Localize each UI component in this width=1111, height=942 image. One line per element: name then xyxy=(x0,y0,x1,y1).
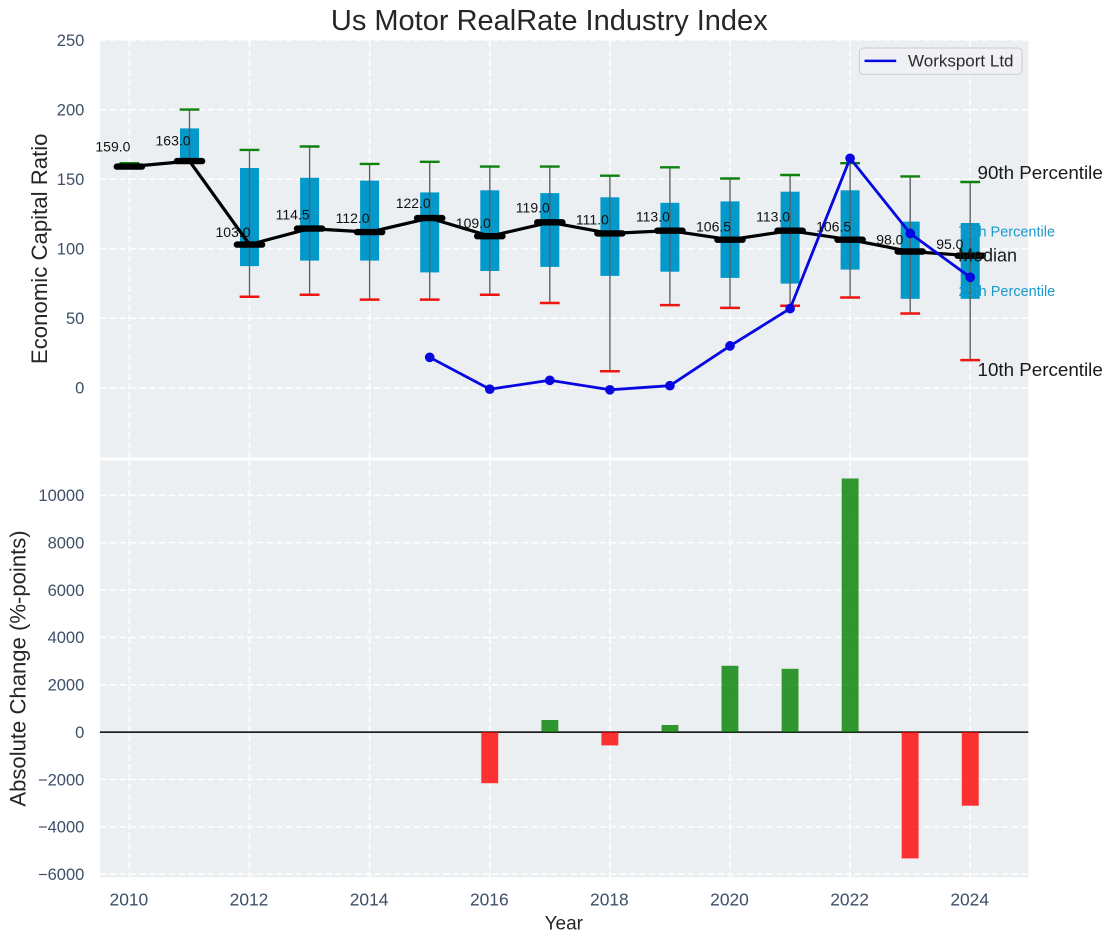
svg-text:−4000: −4000 xyxy=(38,819,84,837)
svg-text:25th Percentile: 25th Percentile xyxy=(959,284,1056,300)
svg-text:119.0: 119.0 xyxy=(516,200,550,216)
svg-text:113.0: 113.0 xyxy=(756,209,790,225)
svg-text:0: 0 xyxy=(75,380,84,398)
svg-text:−2000: −2000 xyxy=(38,771,84,789)
svg-text:163.0: 163.0 xyxy=(156,133,191,149)
svg-text:111.0: 111.0 xyxy=(576,212,609,228)
svg-text:2000: 2000 xyxy=(48,677,85,695)
svg-text:90th Percentile: 90th Percentile xyxy=(978,162,1103,183)
svg-text:2016: 2016 xyxy=(470,889,509,909)
svg-text:2020: 2020 xyxy=(710,889,749,909)
svg-text:109.0: 109.0 xyxy=(456,215,491,231)
svg-text:106.5: 106.5 xyxy=(696,219,731,235)
svg-text:2024: 2024 xyxy=(950,889,989,909)
svg-text:106.5: 106.5 xyxy=(816,219,851,235)
svg-text:122.0: 122.0 xyxy=(396,195,431,211)
svg-text:Absolute Change (%-points): Absolute Change (%-points) xyxy=(6,530,31,806)
svg-text:Us Motor RealRate Industry Ind: Us Motor RealRate Industry Index xyxy=(331,5,768,37)
svg-text:95.0: 95.0 xyxy=(936,236,963,252)
svg-text:Economic Capital Ratio: Economic Capital Ratio xyxy=(27,133,52,364)
svg-text:114.5: 114.5 xyxy=(276,206,310,222)
svg-text:2010: 2010 xyxy=(110,889,149,909)
svg-text:103.0: 103.0 xyxy=(216,224,251,240)
svg-text:−6000: −6000 xyxy=(38,866,84,884)
svg-text:4000: 4000 xyxy=(48,629,85,647)
svg-text:100: 100 xyxy=(57,241,85,259)
svg-text:159.0: 159.0 xyxy=(95,139,130,155)
svg-text:250: 250 xyxy=(57,32,85,50)
svg-text:75th Percentile: 75th Percentile xyxy=(958,225,1055,241)
svg-text:113.0: 113.0 xyxy=(636,209,670,225)
svg-text:150: 150 xyxy=(57,171,85,189)
svg-text:0: 0 xyxy=(75,724,84,742)
svg-text:50: 50 xyxy=(66,310,84,328)
svg-text:Year: Year xyxy=(545,913,584,934)
svg-text:10th Percentile: 10th Percentile xyxy=(978,359,1103,380)
svg-text:98.0: 98.0 xyxy=(876,232,903,248)
svg-text:Worksport Ltd: Worksport Ltd xyxy=(908,52,1014,71)
svg-text:10000: 10000 xyxy=(38,487,84,505)
svg-text:Median: Median xyxy=(958,245,1017,265)
svg-text:2014: 2014 xyxy=(350,889,389,909)
svg-text:6000: 6000 xyxy=(48,582,85,600)
svg-text:200: 200 xyxy=(57,101,85,119)
svg-text:2018: 2018 xyxy=(590,889,629,909)
svg-text:8000: 8000 xyxy=(48,535,85,553)
svg-text:112.0: 112.0 xyxy=(336,210,370,226)
svg-text:2022: 2022 xyxy=(830,889,869,909)
svg-text:2012: 2012 xyxy=(230,889,269,909)
